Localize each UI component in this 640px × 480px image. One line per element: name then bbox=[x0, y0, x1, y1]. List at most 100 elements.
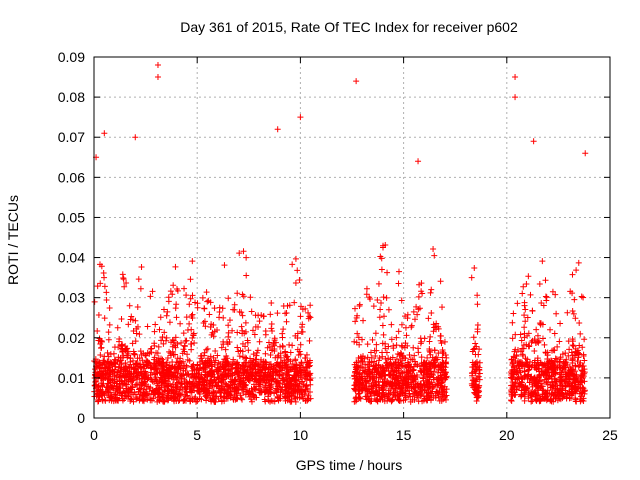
data-point bbox=[184, 327, 191, 334]
data-point bbox=[375, 390, 382, 397]
data-point bbox=[234, 329, 241, 336]
data-point bbox=[425, 370, 432, 377]
data-point bbox=[581, 357, 588, 364]
data-point bbox=[223, 339, 230, 346]
data-point bbox=[380, 378, 387, 385]
data-point bbox=[387, 385, 394, 392]
data-point bbox=[289, 361, 296, 368]
data-point bbox=[274, 310, 281, 317]
data-point bbox=[438, 340, 445, 347]
data-point bbox=[108, 394, 115, 401]
data-point bbox=[571, 296, 578, 303]
data-point bbox=[176, 386, 183, 393]
data-point bbox=[576, 362, 583, 369]
data-point bbox=[298, 367, 305, 374]
data-point bbox=[423, 396, 430, 403]
data-point bbox=[177, 355, 184, 362]
data-point bbox=[366, 366, 373, 373]
data-point bbox=[211, 305, 218, 312]
data-point bbox=[521, 324, 528, 331]
data-point bbox=[117, 357, 124, 364]
data-point bbox=[93, 391, 100, 398]
data-point bbox=[189, 311, 196, 318]
data-point bbox=[118, 367, 125, 374]
data-point bbox=[170, 282, 177, 289]
data-point bbox=[154, 74, 161, 81]
data-point bbox=[266, 366, 273, 373]
data-point bbox=[187, 295, 194, 302]
data-point bbox=[267, 372, 274, 379]
data-point bbox=[306, 372, 313, 379]
data-point bbox=[550, 369, 557, 376]
data-point bbox=[223, 359, 230, 366]
data-point bbox=[164, 355, 171, 362]
data-point bbox=[249, 388, 256, 395]
data-point bbox=[268, 325, 275, 332]
data-point bbox=[133, 374, 140, 381]
data-point bbox=[105, 390, 112, 397]
data-point bbox=[202, 359, 209, 366]
data-point bbox=[137, 285, 144, 292]
data-point bbox=[210, 396, 217, 403]
data-point bbox=[542, 369, 549, 376]
data-point bbox=[510, 364, 517, 371]
data-point bbox=[193, 398, 199, 405]
data-point bbox=[292, 255, 299, 262]
data-point bbox=[131, 389, 138, 396]
data-point bbox=[204, 345, 211, 352]
data-point bbox=[421, 381, 428, 388]
data-point bbox=[580, 352, 587, 359]
data-point bbox=[438, 363, 445, 370]
data-point bbox=[297, 114, 304, 121]
data-point bbox=[104, 376, 111, 383]
data-point bbox=[385, 343, 392, 350]
data-point bbox=[295, 376, 302, 383]
data-point bbox=[398, 297, 405, 304]
data-point bbox=[359, 358, 366, 365]
data-point bbox=[295, 386, 302, 393]
data-point bbox=[384, 395, 391, 402]
data-point bbox=[177, 391, 184, 398]
data-point bbox=[280, 326, 287, 333]
data-point bbox=[275, 397, 282, 404]
data-point bbox=[302, 374, 309, 381]
data-point bbox=[172, 334, 179, 341]
data-point bbox=[201, 382, 208, 389]
data-point bbox=[393, 385, 400, 392]
data-point bbox=[354, 312, 361, 319]
data-point bbox=[162, 370, 169, 377]
data-point bbox=[411, 385, 418, 392]
data-point bbox=[267, 311, 274, 318]
data-point bbox=[437, 332, 444, 339]
data-point bbox=[529, 307, 536, 314]
data-point bbox=[541, 341, 548, 348]
data-point bbox=[285, 372, 292, 379]
data-point bbox=[271, 348, 278, 355]
data-point bbox=[549, 288, 556, 295]
data-point bbox=[236, 308, 243, 315]
data-point bbox=[121, 395, 128, 402]
data-point bbox=[291, 299, 298, 306]
data-point bbox=[404, 315, 411, 322]
data-point bbox=[221, 366, 228, 373]
data-point bbox=[212, 347, 219, 354]
data-point bbox=[189, 292, 196, 299]
data-point bbox=[470, 334, 477, 341]
data-point bbox=[252, 323, 259, 330]
data-point bbox=[260, 361, 267, 368]
data-point bbox=[408, 322, 415, 329]
data-point bbox=[102, 364, 109, 371]
data-point bbox=[135, 276, 142, 283]
data-point bbox=[513, 380, 520, 387]
data-point bbox=[280, 377, 287, 384]
data-point bbox=[351, 338, 358, 345]
data-point bbox=[360, 317, 367, 324]
data-point bbox=[147, 293, 154, 300]
data-point bbox=[545, 367, 552, 374]
data-point bbox=[159, 356, 166, 363]
data-point bbox=[581, 336, 588, 343]
data-point bbox=[372, 352, 379, 359]
data-point bbox=[414, 362, 421, 369]
data-point bbox=[131, 351, 138, 358]
data-point bbox=[220, 341, 227, 348]
